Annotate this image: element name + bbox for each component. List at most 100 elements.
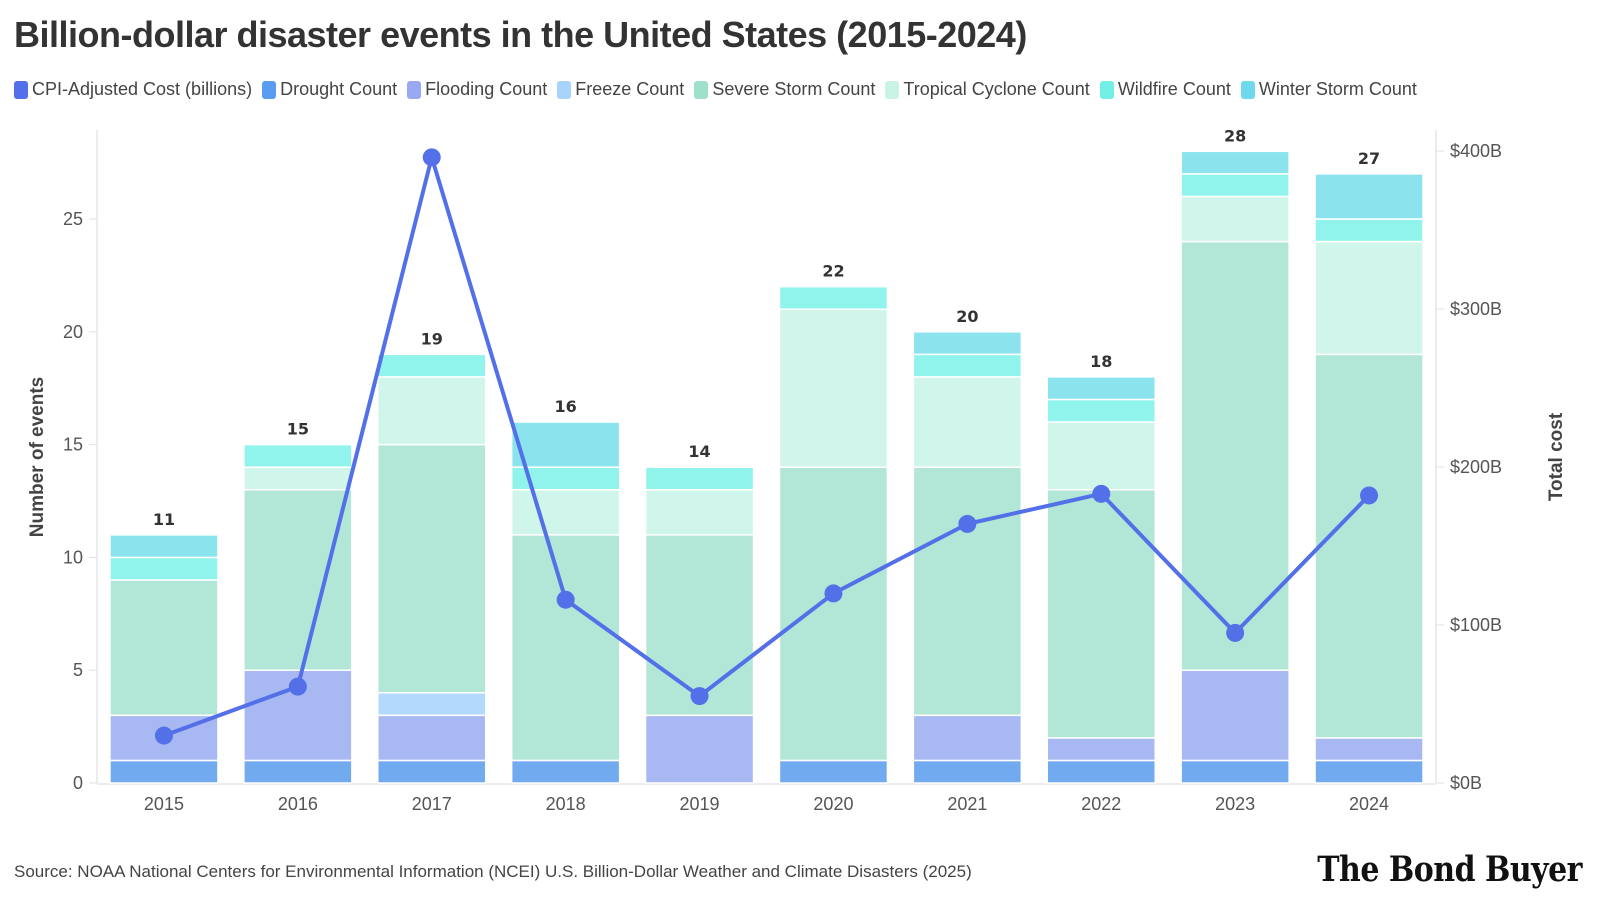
cost-point [1226, 623, 1245, 642]
bar-segment-drought-count [243, 759, 353, 784]
bar-segment-tropical-cyclone-count [243, 466, 353, 491]
legend-item-winter-storm[interactable]: Winter Storm Count [1240, 79, 1417, 100]
y2-tick-label: $300B [1450, 299, 1502, 319]
bar-segment-severe-storm-count [644, 534, 755, 717]
bar-segment-tropical-cyclone-count [778, 308, 889, 468]
x-tick-label: 2016 [278, 794, 318, 814]
bar-segment-wildfire-count [1046, 398, 1156, 423]
bar-segment-tropical-cyclone-count [1046, 421, 1156, 491]
bar-segment-drought-count [510, 759, 621, 784]
bar-segment-flooding-count [1046, 737, 1156, 762]
x-tick-label: 2019 [680, 794, 720, 814]
x-tick-label: 2020 [813, 794, 853, 814]
y-tick-label: 25 [63, 209, 83, 229]
bar-segment-drought-count [1046, 759, 1156, 784]
y2-tick-label: $200B [1450, 457, 1502, 477]
bar-segment-wildfire-count [1314, 218, 1424, 243]
legend-label: CPI-Adjusted Cost (billions) [32, 79, 253, 99]
bar-segment-flooding-count [912, 714, 1023, 762]
bar-segment-drought-count [1180, 759, 1290, 784]
bar-segment-wildfire-count [243, 443, 353, 468]
bar-segment-severe-storm-count [912, 466, 1023, 717]
y-tick-label: 15 [63, 435, 83, 455]
bar-segment-wildfire-count [377, 353, 487, 378]
bar-segment-wildfire-count [1180, 173, 1290, 198]
cost-point [288, 677, 307, 696]
bar-segment-winter-storm-count [109, 534, 219, 559]
legend-swatch [1240, 80, 1255, 99]
bar-total-label: 18 [1090, 352, 1112, 371]
bar-segment-wildfire-count [778, 285, 889, 310]
legend-item-severe-storm[interactable]: Severe Storm Count [694, 79, 875, 100]
legend-swatch [557, 80, 572, 99]
y-tick-label: 10 [63, 547, 83, 567]
y-tick-label: 5 [73, 660, 83, 680]
bar-segment-winter-storm-count [912, 331, 1023, 356]
bar-segment-tropical-cyclone-count [510, 488, 621, 536]
legend-label: Tropical Cyclone Count [903, 79, 1090, 99]
bar-segment-flooding-count [1180, 669, 1290, 762]
bar-segment-winter-storm-count [1046, 376, 1156, 401]
bar-segment-severe-storm-count [377, 443, 487, 694]
bar-segment-drought-count [912, 759, 1023, 784]
bar-total-label: 28 [1224, 126, 1246, 145]
bar-segment-tropical-cyclone-count [912, 376, 1023, 468]
bar-segment-severe-storm-count [243, 488, 353, 671]
x-tick-label: 2024 [1349, 794, 1389, 814]
legend-swatch [262, 80, 277, 99]
y-tick-label: 0 [73, 773, 83, 793]
bar-segment-severe-storm-count [510, 534, 621, 762]
cost-point [690, 687, 709, 706]
bar-segment-drought-count [109, 759, 219, 784]
y2-axis-title: Total cost [1546, 412, 1567, 501]
bar-segment-severe-storm-count [1180, 240, 1290, 671]
x-tick-label: 2021 [947, 794, 987, 814]
legend-swatch [694, 80, 709, 99]
y2-tick-label: $100B [1450, 615, 1502, 635]
brand-logo: The Bond Buyer [1317, 850, 1582, 891]
legend-label: Drought Count [280, 79, 398, 99]
bar-segment-winter-storm-count [510, 421, 621, 468]
bar-segment-flooding-count [1314, 737, 1424, 762]
bar-segment-tropical-cyclone-count [1180, 195, 1290, 243]
bar-segment-drought-count [778, 759, 889, 784]
cost-point [556, 590, 575, 609]
bar-segment-severe-storm-count [109, 579, 219, 717]
x-tick-label: 2015 [144, 794, 184, 814]
legend-swatch [885, 80, 900, 99]
chart-plot: 0 5 10 15 20 25 $0B $100B $200B $300B $400B Number … [27, 126, 1567, 814]
bar-segment-wildfire-count [644, 466, 755, 491]
bar-segment-wildfire-count [912, 353, 1023, 378]
cost-point [1092, 484, 1111, 503]
legend-item-freeze[interactable]: Freeze Count [557, 79, 684, 100]
cost-point [154, 726, 173, 745]
cost-point [958, 514, 977, 533]
legend-label: Severe Storm Count [712, 79, 876, 99]
bar-segment-flooding-count [377, 714, 487, 762]
bar-total-label: 14 [688, 442, 710, 461]
legend-item-flooding[interactable]: Flooding Count [407, 79, 547, 100]
legend-item-wildfire[interactable]: Wildfire Count [1099, 79, 1231, 100]
bar-segment-severe-storm-count [778, 466, 889, 762]
bar-segment-tropical-cyclone-count [377, 376, 487, 446]
y2-tick-label: $400B [1450, 141, 1502, 161]
x-tick-label: 2018 [546, 794, 586, 814]
cost-point [1360, 486, 1379, 505]
legend-label: Winter Storm Count [1258, 79, 1417, 99]
x-tick-label: 2017 [412, 794, 452, 814]
bar-segment-severe-storm-count [1046, 488, 1156, 739]
bar-segment-drought-count [1314, 759, 1424, 784]
cost-point [824, 584, 843, 603]
bar-segment-wildfire-count [109, 556, 219, 581]
bar-segment-tropical-cyclone-count [1314, 240, 1424, 356]
legend: CPI-Adjusted Cost (billions) Drought Cou… [14, 79, 1417, 100]
legend-item-drought[interactable]: Drought Count [262, 79, 397, 100]
y-tick-label: 20 [63, 322, 83, 342]
cost-point [422, 148, 441, 167]
legend-item-cost[interactable]: CPI-Adjusted Cost (billions) [14, 79, 252, 100]
bar-total-label: 15 [287, 420, 309, 439]
bar-total-label: 16 [555, 397, 577, 416]
legend-swatch [1099, 80, 1114, 99]
legend-label: Freeze Count [575, 79, 685, 99]
legend-item-tropical-cyclone[interactable]: Tropical Cyclone Count [885, 79, 1090, 100]
